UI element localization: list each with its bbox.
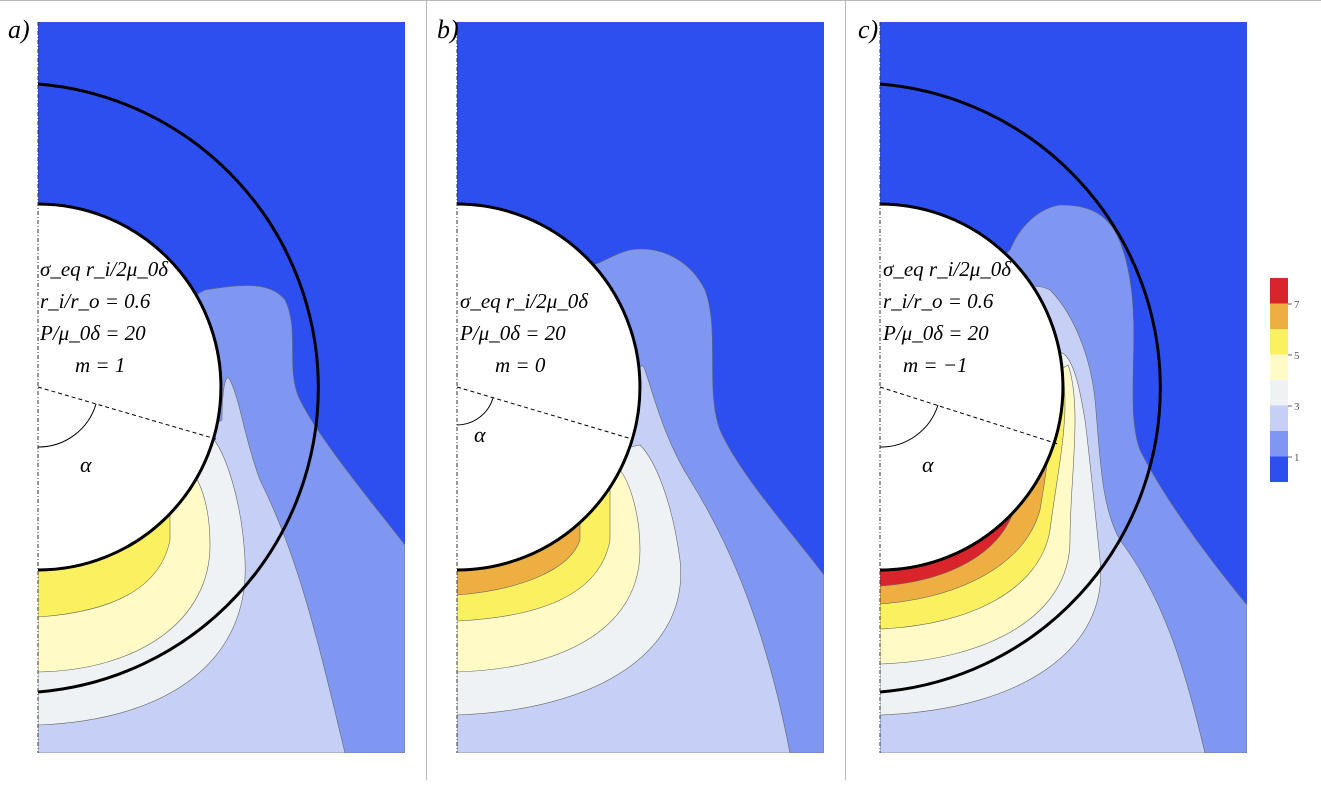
colorbar-swatch-3 [1270,380,1288,406]
colorbar-swatch-4 [1270,354,1288,380]
colorbar-swatch-1 [1270,431,1288,457]
colorbar-label-7: 7 [1294,299,1300,311]
colorbar: 7 5 3 1 [1270,278,1300,482]
panel-b: α σ_eq r_i/2μ_0δ P/μ_0δ = 20 m = 0 b) [437,15,824,753]
panel-c-contours [880,22,1247,753]
colorbar-swatch-2 [1270,405,1288,431]
cell-divider-1 [426,0,427,780]
panel-c-outer-boundary [880,82,1162,694]
panel-b-text-line-3: m = 0 [495,353,546,377]
panel-c-angle-arc [879,404,939,448]
panel-a-inner-boundary [38,202,223,572]
panel-a-text-line-3: P/μ_0δ = 20 [39,321,146,345]
panel-b-angle-arc [456,397,494,426]
panel-c-text-line-3: P/μ_0δ = 20 [882,321,989,345]
panel-b-text-line-1: σ_eq r_i/2μ_0δ [460,289,589,313]
panel-b-inner-hole [457,204,640,570]
table-top-border [0,0,1321,1]
colorbar-swatch-0 [1270,456,1288,482]
panel-c-text-line-1: σ_eq r_i/2μ_0δ [883,257,1012,281]
panel-a-inner-hole [38,204,221,570]
colorbar-label-1: 1 [1294,452,1300,464]
colorbar-label-3: 3 [1294,401,1300,413]
panel-b-contours [457,22,824,753]
panel-a-contours [38,22,405,753]
panel-b-alpha: α [474,422,486,447]
panel-c-alpha: α [922,452,934,477]
panel-c-inner-hole [880,204,1063,570]
panel-b-inner-boundary [457,202,642,572]
panel-b-angle-ray [456,386,633,440]
panel-b-label: b) [437,15,459,44]
panel-c-inner-boundary [880,202,1065,572]
panel-a-label: a) [8,15,30,44]
cell-divider-2 [845,0,846,780]
panel-a-text-line-4: m = 1 [75,353,125,377]
panel-a-angle-ray [37,386,217,440]
panel-c-angle-ray [879,386,1059,445]
panel-a-text-line-2: r_i/r_o = 0.6 [40,289,151,313]
panel-a-angle-arc [37,403,97,448]
panel-c-text-line-4: m = −1 [903,353,968,377]
colorbar-swatch-6 [1270,303,1288,329]
panel-a: α σ_eq r_i/2μ_0δ r_i/r_o = 0.6 P/μ_0δ = … [8,15,405,753]
colorbar-swatch-5 [1270,329,1288,355]
panel-c-text-line-2: r_i/r_o = 0.6 [883,289,994,313]
panel-a-alpha: α [80,452,92,477]
panel-a-outer-boundary [38,82,320,694]
panel-a-text-line-1: σ_eq r_i/2μ_0δ [40,257,169,281]
colorbar-swatch-7 [1270,278,1288,304]
panel-c: α σ_eq r_i/2μ_0δ r_i/r_o = 0.6 P/μ_0δ = … [858,15,1247,753]
colorbar-label-5: 5 [1294,350,1300,362]
panel-c-label: c) [858,15,878,44]
panel-b-text-line-2: P/μ_0δ = 20 [459,321,566,345]
